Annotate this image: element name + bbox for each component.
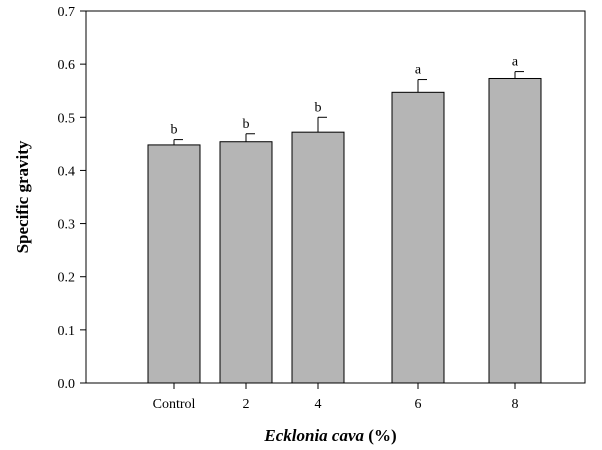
significance-label-2: b — [315, 100, 322, 115]
bar-0 — [147, 144, 201, 384]
y-tick-label-3: 0.3 — [58, 218, 76, 233]
y-tick-label-0: 0.0 — [58, 377, 76, 392]
significance-label-0: b — [171, 123, 178, 138]
y-tick-label-2: 0.2 — [58, 271, 76, 286]
y-tick-label-1: 0.1 — [58, 324, 76, 339]
significance-label-4: a — [512, 55, 519, 70]
y-tick-label-5: 0.5 — [58, 111, 76, 126]
x-tick-label-4: 8 — [512, 397, 519, 412]
y-tick-label-7: 0.7 — [58, 5, 76, 20]
x-tick-label-1: 2 — [243, 397, 250, 412]
x-tick-label-0: Control — [153, 397, 196, 412]
y-tick-label-4: 0.4 — [58, 164, 76, 179]
x-tick-label-3: 6 — [415, 397, 422, 412]
x-axis-title-italic: Ecklonia cava — [263, 426, 364, 445]
x-tick-label-2: 4 — [315, 397, 322, 412]
bar-1 — [219, 141, 273, 384]
bar-4 — [488, 77, 542, 384]
plot-area: 0.0 0.1 0.2 0.3 0.4 0.5 0.6 0.7 b Control b 2 b 4 a 6 a 8 — [58, 5, 586, 412]
x-axis-title: Ecklonia cava (%) — [263, 426, 396, 445]
x-axis-title-unit: (%) — [364, 426, 397, 445]
significance-label-1: b — [243, 117, 250, 132]
y-tick-label-6: 0.6 — [58, 58, 76, 73]
y-axis-title: Specific gravity — [13, 140, 32, 253]
significance-label-3: a — [415, 63, 422, 78]
bar-2 — [291, 131, 345, 384]
bar-3 — [391, 91, 445, 384]
